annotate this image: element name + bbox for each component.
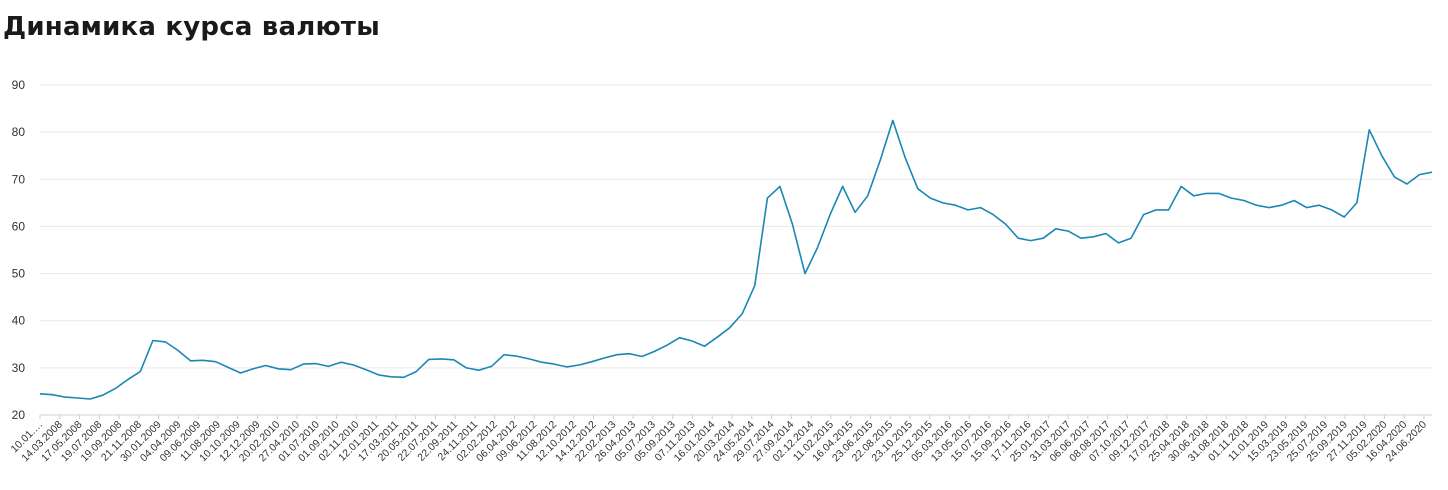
y-tick-label: 90 (12, 78, 26, 92)
y-tick-label: 60 (12, 219, 26, 233)
y-tick-label: 50 (12, 267, 26, 281)
y-tick-label: 70 (12, 172, 26, 186)
y-tick-label: 80 (12, 125, 26, 139)
y-tick-label: 20 (12, 408, 26, 422)
y-tick-label: 30 (12, 361, 26, 375)
page-title: Динамика курса валюты (3, 12, 380, 42)
y-tick-label: 40 (12, 314, 26, 328)
grid-lines (40, 84, 1432, 416)
series-line (39, 119, 1433, 400)
x-axis-ticks: 10.01.…14.03.200817.05.200819.07.200819.… (9, 415, 1429, 464)
y-axis-ticks: 20 30 40 50 60 70 80 90 (12, 78, 26, 422)
